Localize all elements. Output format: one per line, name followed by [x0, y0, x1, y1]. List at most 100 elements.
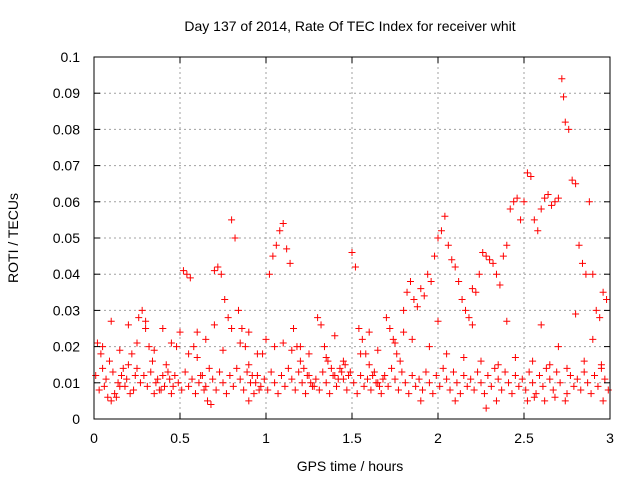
- data-point: [398, 368, 406, 376]
- data-point: [522, 386, 530, 394]
- data-point: [377, 390, 385, 398]
- data-point: [453, 379, 461, 387]
- data-point: [190, 343, 198, 351]
- data-point: [425, 379, 433, 387]
- data-point: [173, 343, 181, 351]
- data-point: [284, 364, 292, 372]
- data-point: [443, 350, 451, 358]
- data-point: [357, 350, 365, 358]
- data-point: [434, 234, 442, 242]
- data-point: [561, 397, 569, 405]
- data-point: [382, 314, 390, 322]
- grid: [94, 57, 610, 419]
- data-point: [419, 386, 427, 394]
- data-point: [551, 393, 559, 401]
- x-tick-label: 1: [262, 430, 270, 446]
- data-point: [234, 306, 242, 314]
- data-point: [188, 375, 196, 383]
- data-point: [546, 375, 554, 383]
- data-point: [518, 375, 526, 383]
- data-point: [210, 267, 218, 275]
- data-point: [503, 317, 511, 325]
- data-point: [374, 346, 382, 354]
- data-point: [406, 277, 414, 285]
- data-point: [541, 194, 549, 202]
- data-point: [209, 375, 217, 383]
- data-point: [580, 357, 588, 365]
- data-point: [131, 372, 139, 380]
- data-point: [107, 397, 115, 405]
- data-point: [343, 386, 351, 394]
- data-point: [548, 201, 556, 209]
- data-point: [339, 357, 347, 365]
- data-point: [157, 386, 165, 394]
- data-point: [572, 180, 580, 188]
- data-point: [363, 375, 371, 383]
- y-tick-label: 0.01: [53, 375, 80, 391]
- data-point: [250, 390, 258, 398]
- data-point: [169, 382, 177, 390]
- data-point: [348, 248, 356, 256]
- data-point: [236, 375, 244, 383]
- data-point: [178, 386, 186, 394]
- data-point: [556, 379, 564, 387]
- data-point: [307, 379, 315, 387]
- data-point: [202, 382, 210, 390]
- data-point: [424, 270, 432, 278]
- data-point: [219, 346, 227, 354]
- data-point: [111, 390, 119, 398]
- data-point: [479, 248, 487, 256]
- data-point: [532, 390, 540, 398]
- data-point: [443, 375, 451, 383]
- data-point: [351, 263, 359, 271]
- data-point: [167, 390, 175, 398]
- data-point: [93, 339, 101, 347]
- data-point: [599, 288, 607, 296]
- data-point: [150, 390, 158, 398]
- data-point: [475, 270, 483, 278]
- data-point: [133, 364, 141, 372]
- data-point: [511, 372, 519, 380]
- data-point: [358, 335, 366, 343]
- data-point: [482, 252, 490, 260]
- data-point: [355, 325, 363, 332]
- data-point: [484, 372, 492, 380]
- data-point: [515, 382, 523, 390]
- data-point: [229, 382, 237, 390]
- x-tick-label: 3: [606, 430, 614, 446]
- x-tick-labels: 0 0.5 1 1.5 2 2.5 3: [90, 430, 614, 446]
- data-point: [267, 368, 275, 376]
- data-point: [305, 372, 313, 380]
- data-point: [487, 382, 495, 390]
- data-point: [553, 368, 561, 376]
- data-point: [245, 328, 253, 336]
- data-point: [405, 390, 413, 398]
- data-point: [176, 328, 184, 336]
- data-point: [205, 364, 213, 372]
- data-point: [400, 328, 408, 336]
- data-point: [549, 386, 557, 394]
- data-point: [128, 350, 136, 358]
- data-point: [448, 256, 456, 264]
- data-point: [393, 350, 401, 358]
- data-point: [470, 386, 478, 394]
- data-point: [360, 382, 368, 390]
- data-point: [370, 368, 378, 376]
- y-tick-label: 0.02: [53, 339, 80, 355]
- data-point: [164, 368, 172, 376]
- data-point: [260, 375, 268, 383]
- data-point: [222, 390, 230, 398]
- x-tick-label: 2: [434, 430, 442, 446]
- data-point: [422, 368, 430, 376]
- y-tick-label: 0.03: [53, 302, 80, 318]
- y-tick-labels: 0 0.01 0.02 0.03 0.04 0.05 0.06 0.07 0.08 0.09 0.1: [53, 49, 80, 427]
- data-point: [264, 386, 272, 394]
- data-point: [161, 382, 169, 390]
- data-point: [159, 325, 167, 332]
- y-tick-label: 0.07: [53, 158, 80, 174]
- data-point: [489, 259, 497, 267]
- data-point: [143, 382, 151, 390]
- data-point: [124, 321, 132, 329]
- data-point: [100, 382, 108, 390]
- y-tick-label: 0.04: [53, 266, 80, 282]
